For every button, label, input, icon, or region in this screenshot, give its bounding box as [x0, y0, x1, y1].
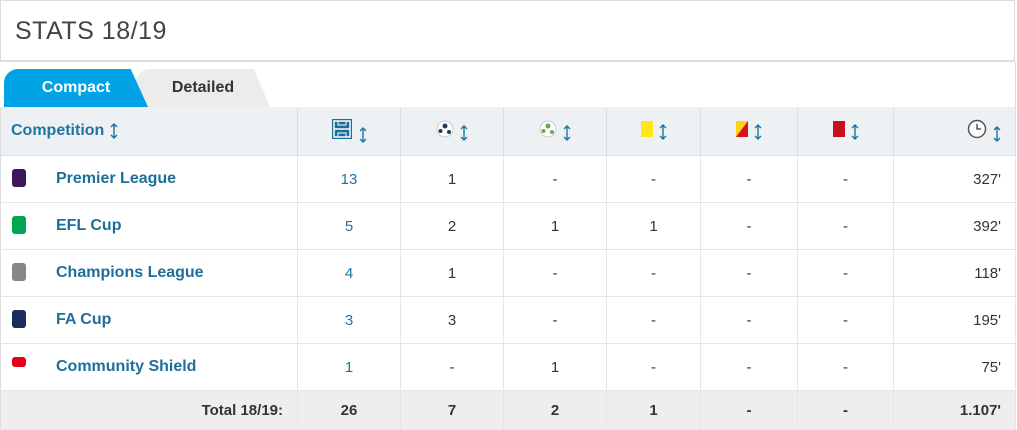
stat-cell: - [700, 249, 798, 297]
stat-cell: 195' [893, 296, 1016, 344]
competition-logo [12, 310, 26, 328]
minutes-icon [967, 119, 987, 138]
tab-compact[interactable]: Compact [4, 69, 148, 107]
stat-cell: - [700, 202, 798, 250]
stat-cell: - [797, 343, 894, 391]
competition-name[interactable]: FA Cup [56, 311, 112, 329]
stat-cell: - [606, 296, 701, 344]
competition-name[interactable]: Community Shield [56, 358, 197, 376]
stat-cell: - [606, 155, 701, 203]
stat-cell: - [503, 296, 607, 344]
header-icon-cell[interactable] [297, 107, 401, 156]
stat-cell: 1 [606, 202, 701, 250]
sort-icon[interactable] [359, 127, 367, 144]
stat-cell[interactable]: 1 [297, 343, 401, 391]
competition-name[interactable]: Premier League [56, 170, 177, 188]
competition-row: Community Shield 1-1- - -75' [0, 343, 1016, 391]
stat-cell: - [503, 249, 607, 297]
sort-icon[interactable] [993, 126, 1001, 143]
stat-cell: 118' [893, 249, 1016, 297]
stat-cell: - [700, 343, 798, 391]
yellow-card-icon [640, 120, 653, 137]
competition-cell: EFL Cup [0, 202, 298, 250]
header-icon-cell[interactable] [503, 107, 607, 156]
stat-cell: - [606, 343, 701, 391]
sort-icon[interactable] [754, 124, 762, 141]
total-cell: 1 [606, 390, 701, 430]
competition-cell: FA Cup [0, 296, 298, 344]
sort-icon[interactable] [110, 122, 118, 139]
total-label: Total 18/19: [0, 390, 298, 430]
stat-cell: - [503, 155, 607, 203]
stat-cell: - [700, 296, 798, 344]
header-icon-cell[interactable] [700, 107, 798, 156]
header-icon-cell[interactable] [606, 107, 701, 156]
stats-table: Competition Premier League 13 1- - - -327' EFL… [0, 107, 1016, 430]
header-row: Competition [0, 107, 1016, 156]
competition-logo [12, 263, 26, 281]
stat-cell: 392' [893, 202, 1016, 250]
goals-icon [436, 120, 454, 137]
header-icon-cell[interactable] [400, 107, 504, 156]
assists-icon [539, 120, 557, 137]
competition-row: Premier League 13 1- - - -327' [0, 155, 1016, 203]
header-icon-cell[interactable] [893, 107, 1016, 156]
stat-cell: 1 [400, 155, 504, 203]
sort-icon[interactable] [563, 125, 571, 142]
competition-row: EFL Cup 5 2 1 1- -392' [0, 202, 1016, 250]
competition-name[interactable]: Champions League [56, 264, 204, 282]
stat-cell: 1 [503, 343, 607, 391]
stat-cell: - [797, 249, 894, 297]
stat-cell: - [700, 155, 798, 203]
second-yellow-icon [736, 120, 748, 137]
total-row: Total 18/19: 26 7 2 1- -1.107' [0, 390, 1016, 430]
sort-icon[interactable] [659, 124, 667, 141]
total-cell: 26 [297, 390, 401, 430]
stat-cell[interactable]: 5 [297, 202, 401, 250]
tab-detailed[interactable]: Detailed [136, 69, 270, 107]
header-icon-cell[interactable] [797, 107, 894, 156]
stat-cell: 327' [893, 155, 1016, 203]
stat-cell[interactable]: 3 [297, 296, 401, 344]
competition-cell: Premier League [0, 155, 298, 203]
competition-logo [12, 357, 26, 367]
total-cell: - [700, 390, 798, 430]
stat-cell: - [400, 343, 504, 391]
stat-cell: 3 [400, 296, 504, 344]
competition-row: FA Cup 3 3- - - -195' [0, 296, 1016, 344]
stat-cell[interactable]: 13 [297, 155, 401, 203]
stat-cell[interactable]: 4 [297, 249, 401, 297]
title: STATS 18/19 [15, 17, 167, 45]
total-cell: - [797, 390, 894, 430]
tab-bar: Compact Detailed [0, 62, 1016, 107]
header-label[interactable]: Competition [11, 122, 105, 139]
title-box: STATS 18/19 [0, 0, 1015, 62]
table-body: Premier League 13 1- - - -327' EFL Cup 5 2 1 1- -39… [0, 155, 1016, 430]
stat-cell: - [797, 155, 894, 203]
total-cell: 1.107' [893, 390, 1016, 430]
sort-icon[interactable] [460, 125, 468, 142]
sort-icon[interactable] [851, 124, 859, 141]
competition-row: Champions League 4 1- - - -118' [0, 249, 1016, 297]
stat-cell: - [797, 296, 894, 344]
competition-logo [12, 216, 26, 234]
header-competition[interactable]: Competition [0, 107, 298, 156]
total-cell: 2 [503, 390, 607, 430]
competition-cell: Champions League [0, 249, 298, 297]
red-card-icon [832, 120, 845, 137]
stat-cell: 2 [400, 202, 504, 250]
competition-name[interactable]: EFL Cup [56, 217, 122, 235]
total-cell: 7 [400, 390, 504, 430]
competition-logo [12, 169, 26, 187]
stat-cell: - [606, 249, 701, 297]
appearances-icon [332, 118, 352, 139]
stat-cell: 1 [503, 202, 607, 250]
stat-cell: 1 [400, 249, 504, 297]
stat-cell: 75' [893, 343, 1016, 391]
stat-cell: - [797, 202, 894, 250]
competition-cell: Community Shield [0, 343, 298, 391]
